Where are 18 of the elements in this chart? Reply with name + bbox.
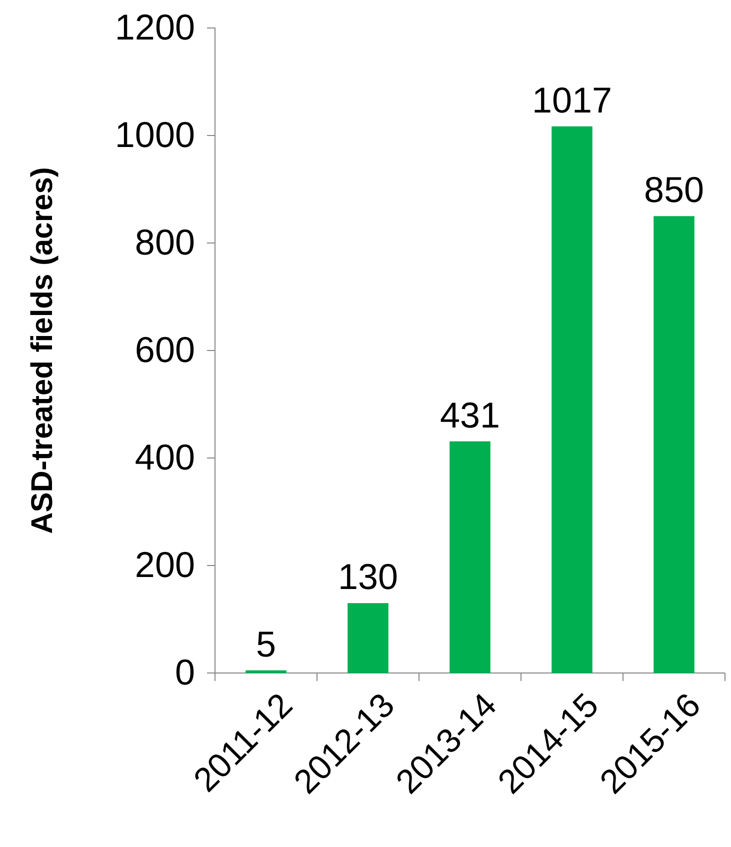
y-tick-label: 800: [134, 222, 195, 263]
y-tick-label: 400: [134, 436, 195, 478]
bar: [552, 126, 592, 673]
bar: [348, 603, 388, 673]
data-label: 850: [644, 169, 704, 210]
y-tick-label: 1000: [114, 114, 195, 156]
bar: [246, 670, 286, 673]
data-label: 5: [256, 623, 276, 664]
data-label: 130: [338, 556, 398, 598]
data-label: 431: [440, 394, 500, 436]
y-tick-label: 600: [134, 329, 195, 370]
y-axis-title: ASD-treated fields (acres): [26, 167, 59, 534]
y-tick-label: 200: [134, 544, 195, 586]
y-tick-label: 0: [174, 652, 195, 693]
bar: [450, 441, 490, 673]
data-label: 1017: [532, 79, 612, 120]
y-tick-label: 1200: [114, 6, 195, 48]
bar: [654, 216, 694, 673]
